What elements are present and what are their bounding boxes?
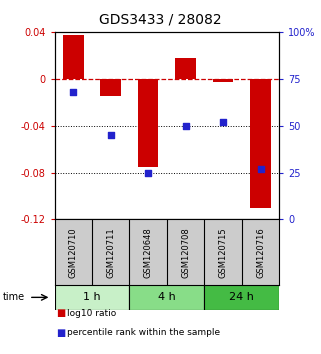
Point [71,89,76,95]
Point [183,123,188,129]
Text: 1 h: 1 h [83,292,101,302]
Point [146,170,151,175]
Bar [129,285,204,310]
Text: 4 h: 4 h [158,292,176,302]
Text: GDS3433 / 28082: GDS3433 / 28082 [99,12,222,27]
Text: GSM120711: GSM120711 [106,227,115,278]
Bar [175,58,196,79]
Text: 24 h: 24 h [230,292,254,302]
Text: GSM120716: GSM120716 [256,227,265,278]
Text: percentile rank within the sample: percentile rank within the sample [67,328,221,337]
Bar [63,35,83,79]
Text: time: time [3,292,25,302]
Bar [100,79,121,96]
Text: ■: ■ [56,328,65,338]
Text: GSM120708: GSM120708 [181,227,190,278]
Bar [213,79,233,82]
Text: GSM120715: GSM120715 [219,227,228,278]
Point [258,166,263,172]
Bar [204,285,279,310]
Text: GSM120648: GSM120648 [144,227,153,278]
Bar [138,79,159,167]
Bar [250,79,271,208]
Text: GSM120710: GSM120710 [69,227,78,278]
Point [221,119,226,125]
Point [108,132,113,138]
Text: log10 ratio: log10 ratio [67,309,117,318]
Bar [55,285,129,310]
Text: ■: ■ [56,308,65,318]
